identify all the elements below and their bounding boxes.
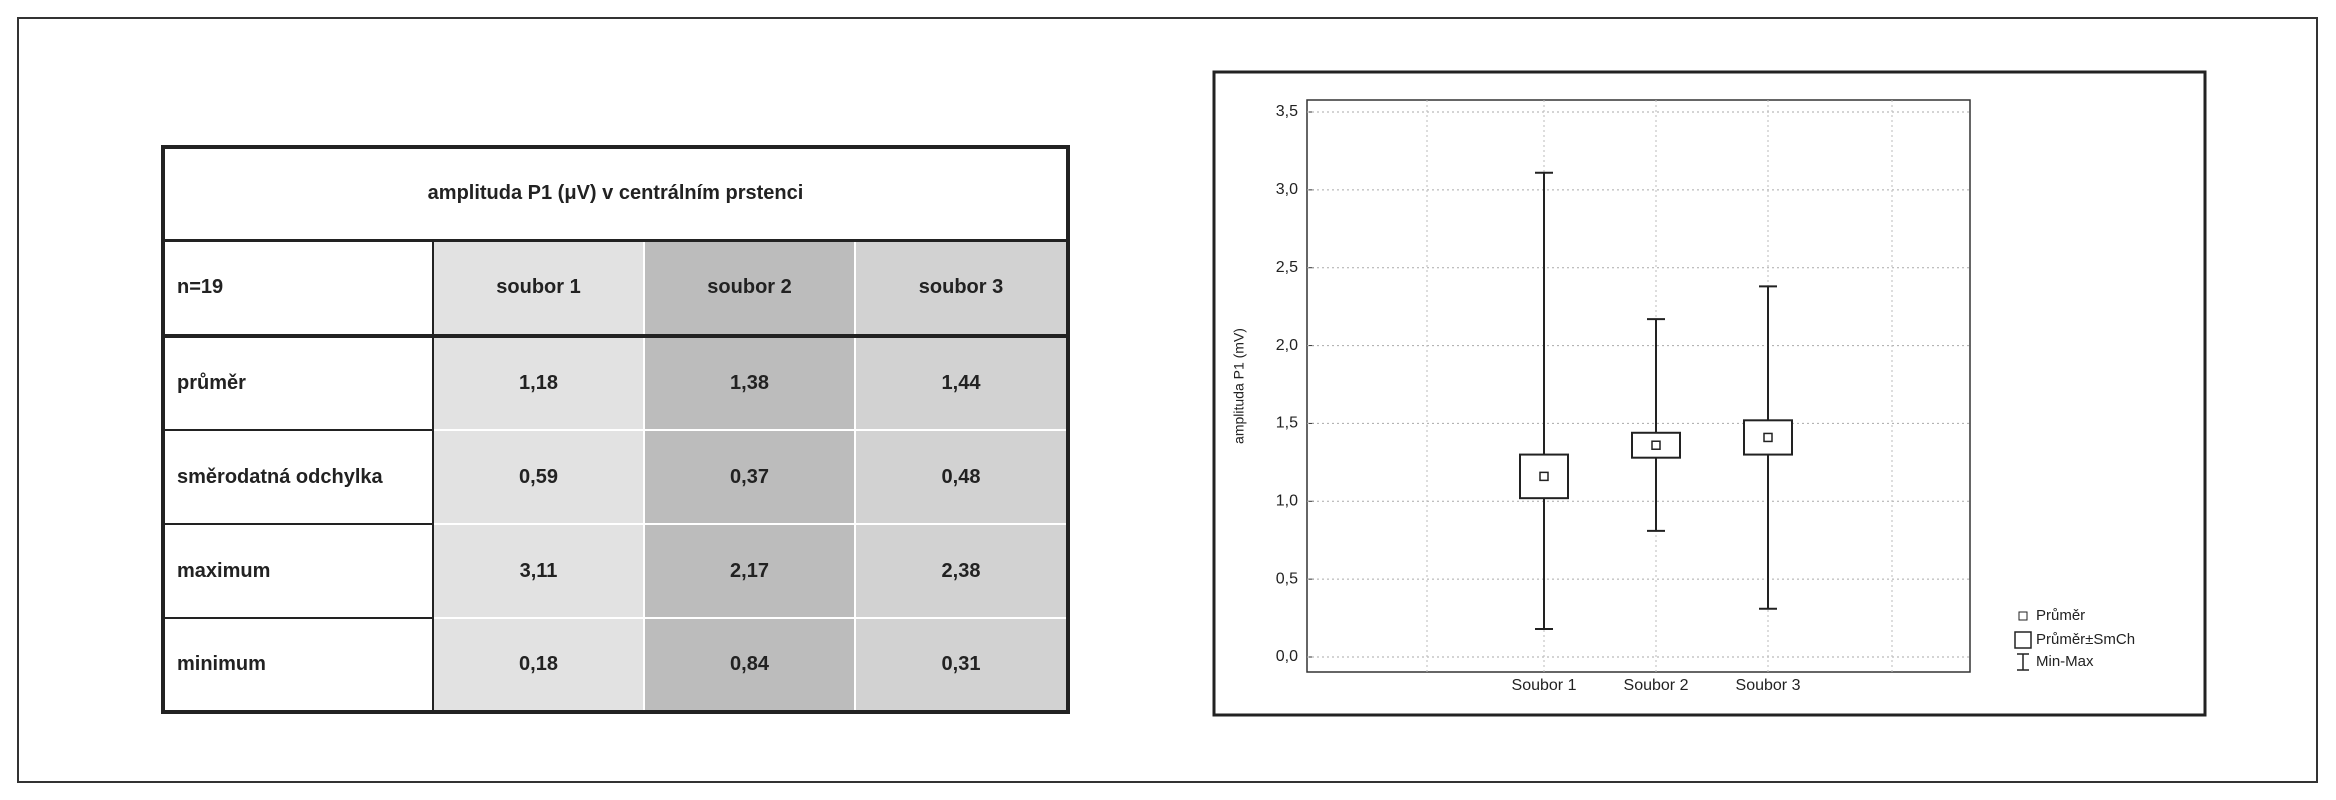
table-cell: 1,38 [643,335,857,431]
legend-icon [2014,631,2032,649]
data-table: amplituda P1 (μV) v centrálním prstenci n… [161,145,1070,714]
table-cell: průměr [162,335,434,431]
table-cell: n=19 [162,239,434,338]
y-tick-label: 2,5 [1276,259,1298,276]
y-tick-label: 1,5 [1276,415,1298,432]
table-cell: směrodatná odchylka [162,429,434,525]
table-cell: 0,84 [643,617,857,713]
table-cell: soubor 3 [854,239,1069,338]
table-cell: 2,38 [854,523,1069,619]
table-cell: 0,31 [854,617,1069,713]
table-row: amplituda P1 (μV) v centrálním prstenci [162,146,1069,242]
table-cell: 1,44 [854,335,1069,431]
y-tick-label: 3,0 [1276,181,1298,198]
mean-marker [1651,440,1661,450]
legend-label: Min-Max [2036,653,2094,670]
y-tick-label: 1,0 [1276,493,1298,510]
y-tick-label: 2,0 [1276,337,1298,354]
legend-icon [2017,653,2029,671]
outer-frame [17,17,2318,783]
table-cell: soubor 1 [431,239,646,338]
table-cell: maximum [162,523,434,619]
y-tick-label: 0,0 [1276,648,1298,665]
table-row: maximum 3,11 2,17 2,38 [162,523,1069,619]
table-row: n=19 soubor 1 soubor 2 soubor 3 [162,239,1069,338]
x-tick-label: Soubor 3 [1736,677,1801,694]
legend-icon [2018,611,2028,621]
table-cell: 0,59 [431,429,646,525]
table-cell: amplituda P1 (μV) v centrálním prstenci [162,146,1069,242]
x-tick-label: Soubor 1 [1512,677,1577,694]
mean-marker [1539,471,1549,482]
table-cell: 0,37 [643,429,857,525]
x-tick-label: Soubor 2 [1624,677,1689,694]
table-cell: 3,11 [431,523,646,619]
chart-frame [1212,70,2207,717]
table-row: minimum 0,18 0,84 0,31 [162,617,1069,713]
table-cell: 0,18 [431,617,646,713]
y-tick-label: 0,5 [1276,570,1298,587]
mean-marker [1763,432,1773,443]
table-cell: 2,17 [643,523,857,619]
y-tick-label: 3,5 [1276,103,1298,120]
table-cell: soubor 2 [643,239,857,338]
legend-label: Průměr [2036,607,2085,624]
table-row: průměr 1,18 1,38 1,44 [162,335,1069,431]
y-axis-label: amplituda P1 (mV) [1231,328,1247,444]
legend-label: Průměr±SmCh [2036,631,2135,648]
table-cell: 0,48 [854,429,1069,525]
table-cell: 1,18 [431,335,646,431]
table-row: směrodatná odchylka 0,59 0,37 0,48 [162,429,1069,525]
table-cell: minimum [162,617,434,713]
plot-area [1306,99,1971,673]
